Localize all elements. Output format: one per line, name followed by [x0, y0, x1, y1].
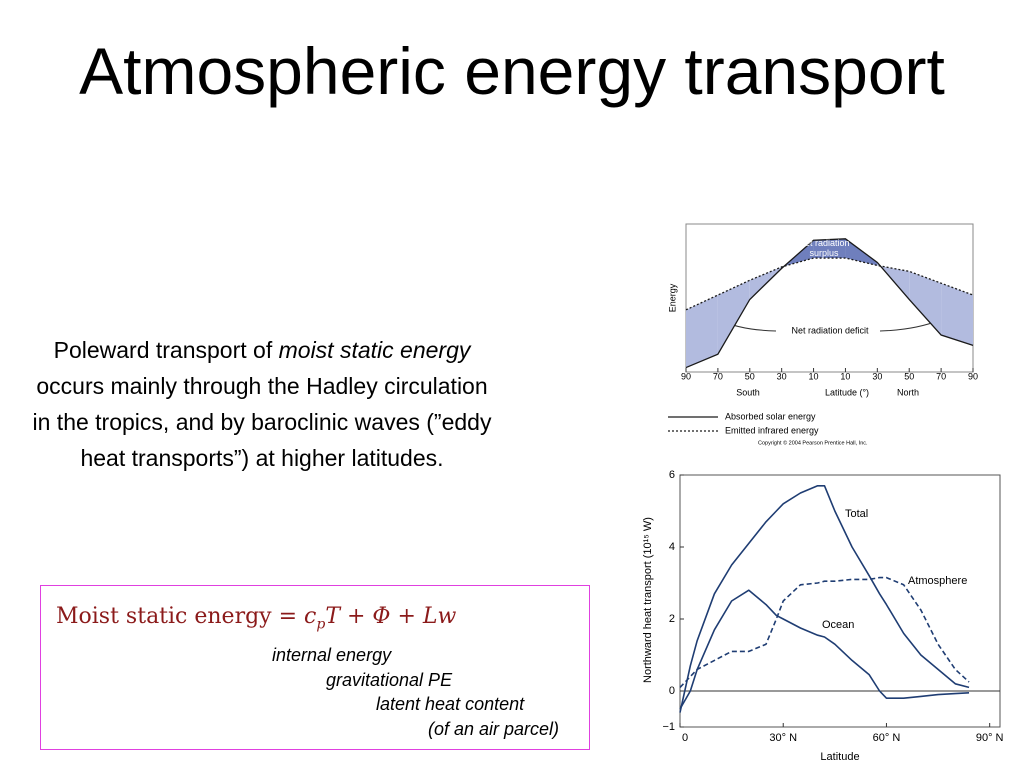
formula-box	[40, 585, 590, 750]
annotation: Net radiation deficit	[791, 325, 869, 335]
line	[685, 238, 974, 369]
slide-title: Atmospheric energy transport	[79, 34, 945, 108]
formula-lhs: Moist static energy =	[56, 604, 305, 629]
series-label: Total	[845, 508, 868, 520]
copyright: Copyright © 2004 Pearson Prentice Hall, …	[758, 439, 868, 446]
plot-frame	[679, 474, 1001, 728]
note: latent heat content	[376, 694, 525, 714]
x-tick-label: 70	[713, 371, 723, 381]
y-tick-label: −1	[662, 721, 675, 733]
formula-rest: T + Φ + Lw	[325, 604, 457, 629]
x-side-label: South	[736, 387, 760, 397]
x-tick-label: 50	[904, 371, 914, 381]
y-tick-label: 0	[669, 685, 675, 697]
y-tick-label: 4	[669, 541, 675, 553]
annotation: Net radiation surplus	[798, 238, 850, 258]
x-tick-label: 10	[840, 371, 850, 381]
formula-subscript: p	[316, 616, 326, 633]
x-tick-label: 90	[968, 371, 978, 381]
x-tick-label: 50	[745, 371, 755, 381]
line	[679, 576, 970, 688]
x-tick-label: 10	[809, 371, 819, 381]
note: internal energy	[272, 645, 392, 665]
note: (of an air parcel)	[428, 719, 560, 739]
x-tick-label: 30	[872, 371, 882, 381]
x-tick-label: 30	[777, 371, 787, 381]
series-label: Atmosphere	[908, 575, 967, 587]
line	[679, 589, 970, 710]
x-axis-label: Latitude	[820, 751, 859, 763]
x-tick-label: 60° N	[873, 732, 901, 744]
formula-symbol: c	[304, 604, 317, 629]
y-tick-label: 6	[669, 469, 675, 481]
energy-fill	[941, 283, 973, 346]
x-tick-label: 0	[682, 732, 688, 744]
text: Poleward transport of	[53, 337, 279, 363]
x-tick-label: 90° N	[976, 732, 1004, 744]
x-tick-label: 70	[936, 371, 946, 381]
x-axis-label: Latitude (°)	[825, 387, 869, 397]
y-axis-label: Energy	[667, 283, 677, 312]
line	[679, 484, 970, 713]
text-italic: moist static energy	[278, 337, 471, 363]
legend-label: Emitted infrared energy	[725, 425, 819, 435]
legend-label: Absorbed solar energy	[725, 411, 816, 421]
note: gravitational PE	[326, 670, 453, 690]
x-tick-label: 90	[681, 371, 691, 381]
energy-fill	[909, 271, 942, 335]
energy-fill	[813, 238, 846, 259]
energy-fill	[717, 280, 750, 355]
series-label: Ocean	[822, 619, 854, 631]
x-side-label: North	[897, 387, 919, 397]
text: occurs mainly through the Hadley circula…	[32, 373, 492, 471]
line	[685, 257, 974, 311]
energy-fill	[686, 295, 718, 368]
formula: Moist static energy = cpT + Φ + Lw	[56, 604, 456, 632]
x-tick-label: 30° N	[769, 732, 797, 744]
y-axis-label: Northward heat transport (10¹⁵ W)	[642, 517, 654, 683]
y-tick-label: 2	[669, 613, 675, 625]
paragraph: Poleward transport of moist static energ…	[32, 332, 492, 476]
